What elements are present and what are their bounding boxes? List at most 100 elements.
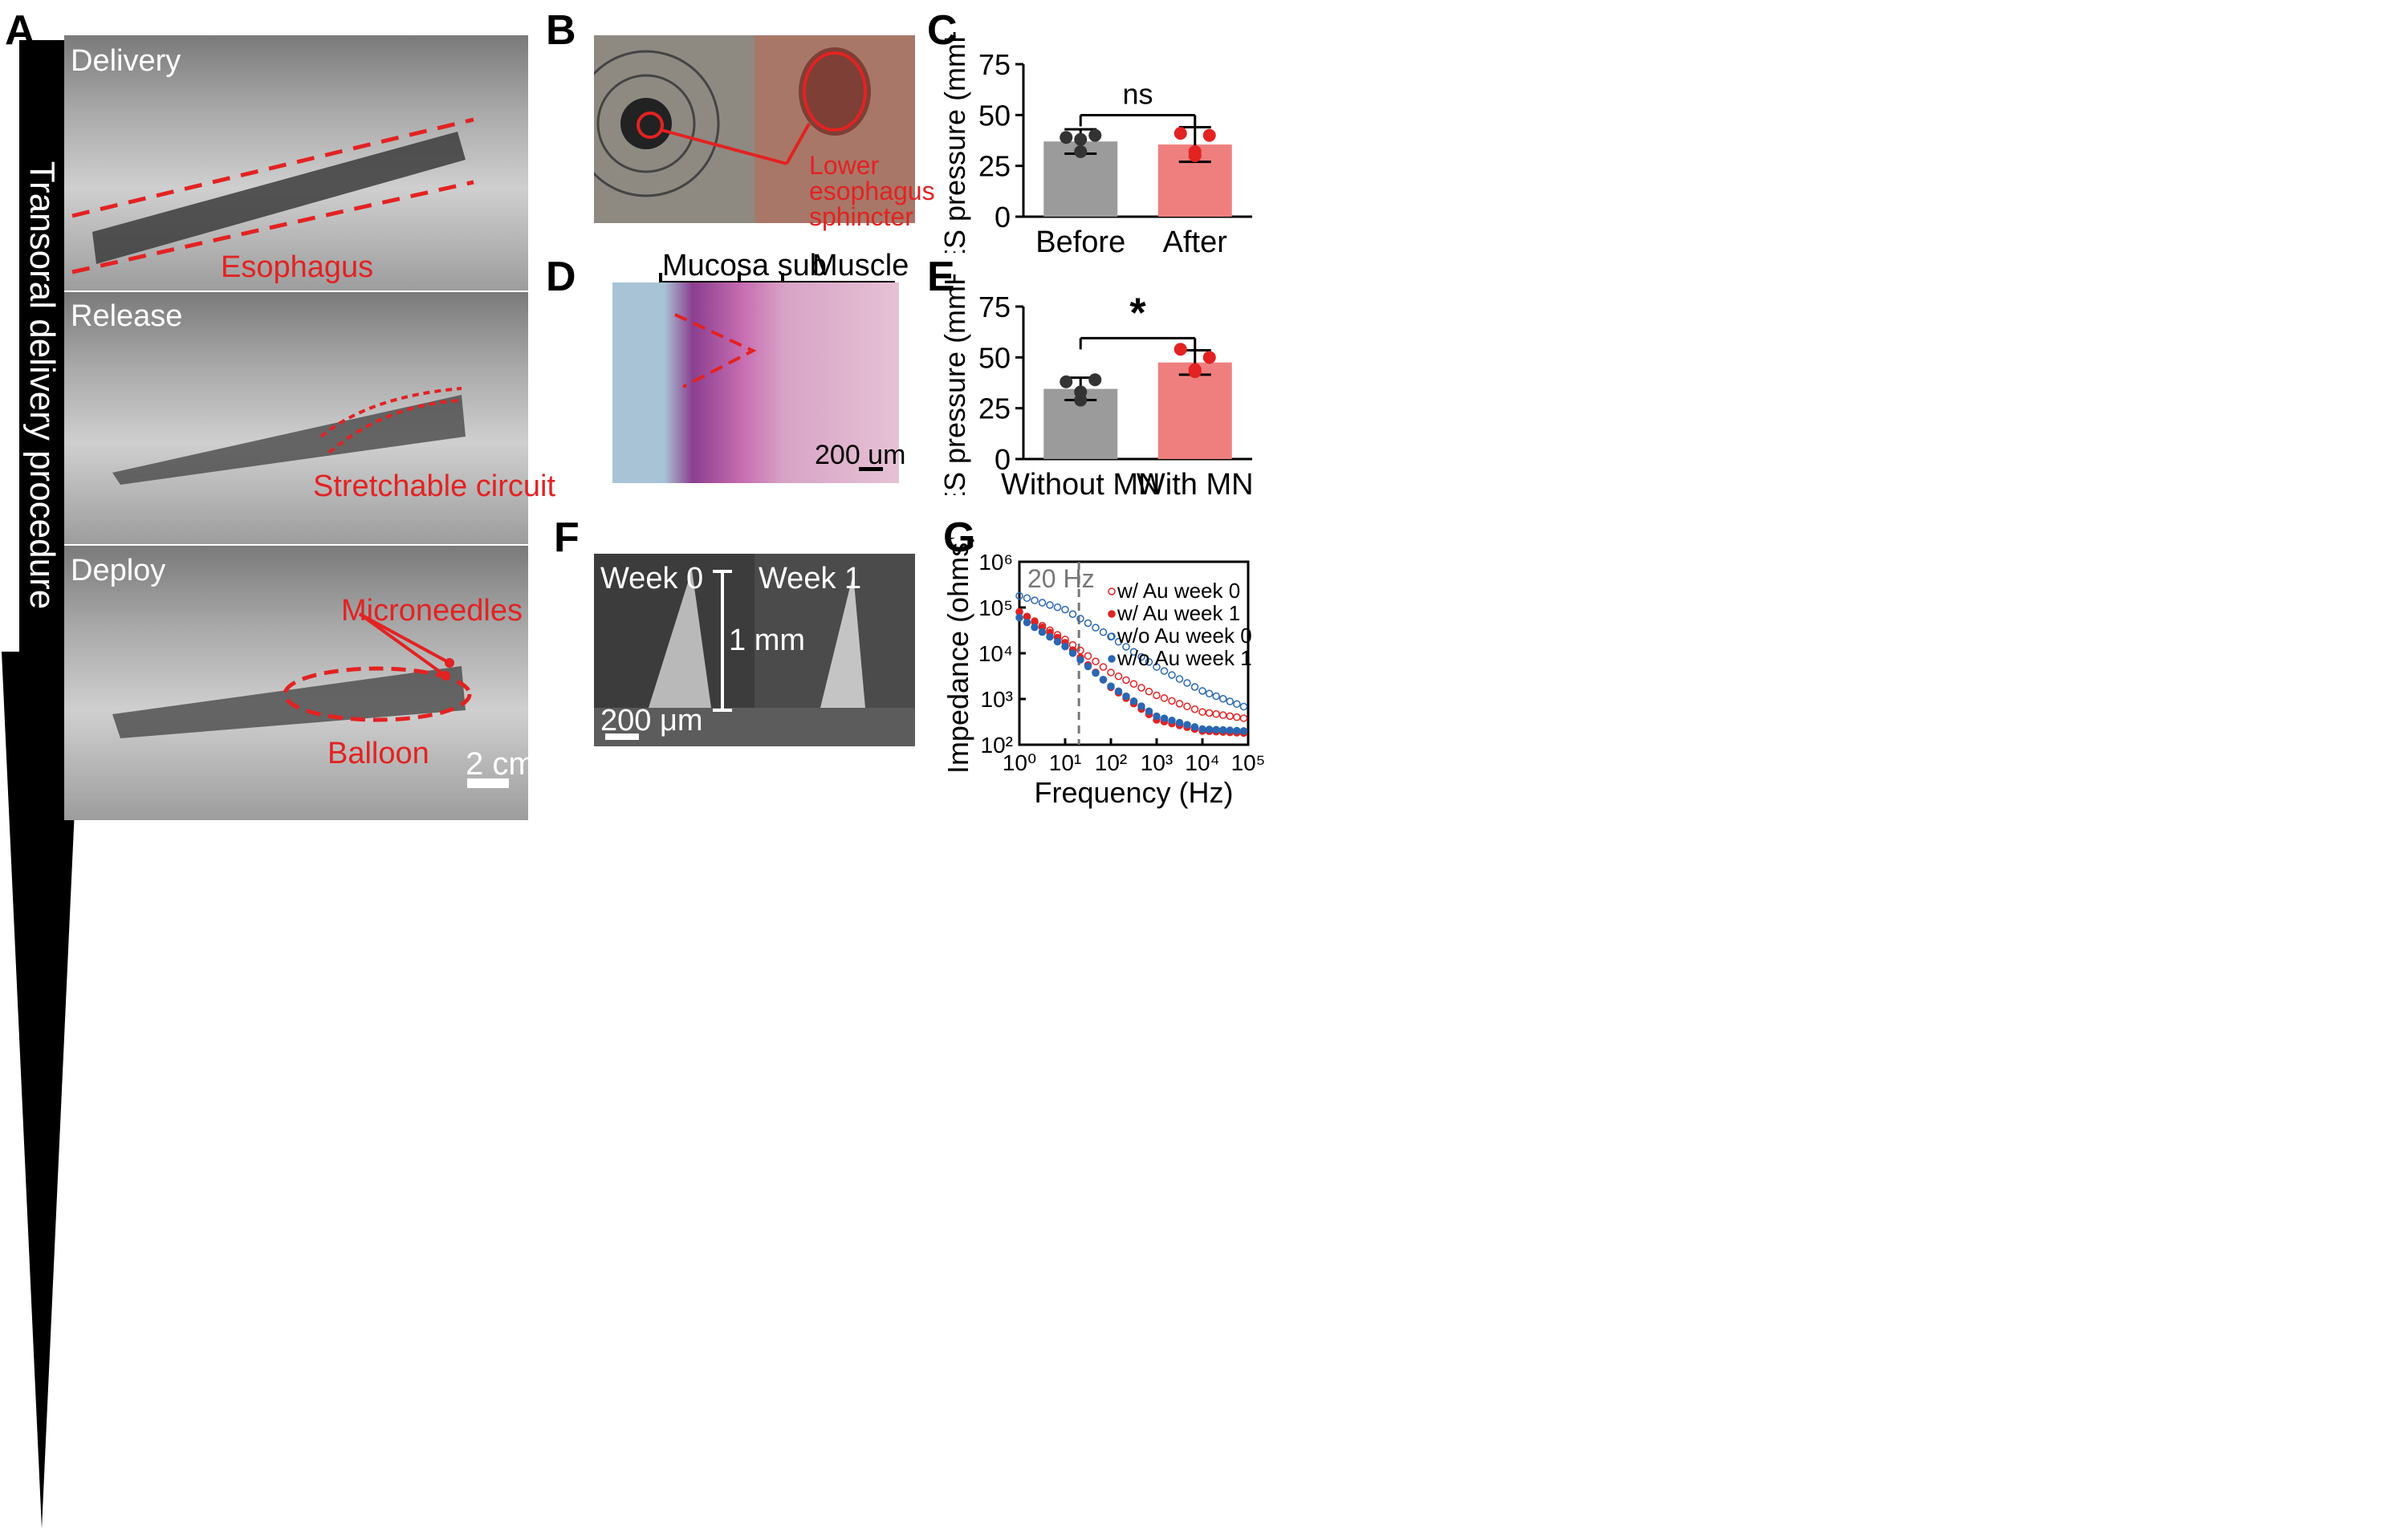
series-point xyxy=(1122,676,1130,685)
panel-letter-e: E xyxy=(927,254,955,300)
y-axis-label: LES pressure (mmHg) xyxy=(938,274,971,495)
series-point xyxy=(1218,725,1227,734)
x-tick-label: 10⁰ xyxy=(1003,750,1036,775)
series-point xyxy=(1068,610,1077,618)
panel-letter-b: B xyxy=(546,7,576,54)
histology-image xyxy=(612,282,899,483)
series-point xyxy=(1114,687,1123,696)
sem-microneedle-image xyxy=(594,554,915,746)
series-point xyxy=(1160,694,1169,702)
week1-label: Week 1 xyxy=(759,562,862,595)
x-tick-label: 10³ xyxy=(1141,750,1173,775)
series-point xyxy=(1239,714,1248,722)
series-point xyxy=(1205,689,1214,697)
series-point xyxy=(1160,667,1169,675)
series-point xyxy=(1145,687,1153,696)
x-axis-label: Frequency (Hz) xyxy=(1034,776,1233,809)
series-point xyxy=(1046,601,1054,609)
series-point xyxy=(1183,679,1191,687)
series-point xyxy=(1168,697,1176,705)
series-point xyxy=(1084,662,1092,671)
data-point xyxy=(1074,132,1088,146)
series-point xyxy=(1023,594,1031,603)
y-tick-label: 10² xyxy=(981,733,1013,758)
series-point xyxy=(1198,687,1206,695)
data-point xyxy=(1088,373,1102,387)
series-point xyxy=(1023,618,1031,627)
legend-label: w/ Au week 0 xyxy=(1117,579,1240,603)
y-tick-label: 10⁴ xyxy=(978,641,1013,666)
series-point xyxy=(1122,643,1130,651)
esophagus-label: Esophagus xyxy=(221,250,374,284)
legend-marker xyxy=(1108,587,1116,595)
lower-esophagus-sphincter-label: Lower esophagus sphincter xyxy=(809,151,935,231)
y-tick-label: 0 xyxy=(995,443,1011,476)
data-point xyxy=(1173,343,1187,356)
series-point xyxy=(1175,675,1184,683)
series-point xyxy=(1145,658,1153,666)
series-point xyxy=(1212,692,1220,701)
series-point xyxy=(1239,702,1248,711)
muscle-label: Muscle xyxy=(812,249,909,282)
series-point xyxy=(1175,700,1184,708)
microneedles-label: Microneedles xyxy=(341,594,523,628)
series-point xyxy=(1183,721,1191,729)
panel-letter-g: G xyxy=(943,514,976,561)
x-tick-label: 10⁵ xyxy=(1231,750,1266,775)
series-point xyxy=(1190,723,1199,731)
series-point xyxy=(1218,711,1227,719)
x-tick-label: Without MN xyxy=(1001,468,1160,495)
series-point xyxy=(1038,599,1047,607)
mucosa-sub-label: Mucosa sub xyxy=(662,249,827,282)
arrow-caption: Transoral delivery procedure xyxy=(22,161,62,610)
y-tick-label: 10⁵ xyxy=(978,595,1013,620)
series-point xyxy=(1061,605,1069,614)
series-point xyxy=(1153,712,1161,721)
data-point xyxy=(1188,144,1202,158)
series-point xyxy=(1160,714,1169,722)
series-point xyxy=(1239,727,1248,735)
y-axis-label: Impedance (ohms) xyxy=(947,538,974,774)
series-point xyxy=(1233,700,1241,709)
significance-label: ns xyxy=(1122,77,1153,110)
series-point xyxy=(1092,657,1100,665)
series-point xyxy=(1137,684,1145,692)
series-point xyxy=(1053,603,1062,612)
series-point xyxy=(1205,725,1214,733)
transoral-delivery-arrow xyxy=(2,40,82,1529)
chart-g-impedance: 10⁰ 10¹ 10² 10³ 10⁴ 10⁵ 10² 10³ 10⁴ 10⁵ 10⁶ Frequen… xyxy=(947,538,1266,809)
series-point xyxy=(1205,709,1214,717)
y-tick-label: 10³ xyxy=(981,687,1013,712)
series-point xyxy=(1153,663,1161,671)
series-point xyxy=(1212,725,1220,734)
histology-scale-bar xyxy=(859,467,883,471)
endoscopic-stent-image xyxy=(594,35,915,223)
series-point xyxy=(1046,632,1054,641)
series-point xyxy=(1168,717,1176,725)
xray-deploy-image xyxy=(64,546,528,820)
height-label: 1 mm xyxy=(729,624,805,657)
y-tick-label: 75 xyxy=(978,291,1011,323)
series-point xyxy=(1076,615,1084,623)
legend-marker xyxy=(1108,655,1116,663)
series-point xyxy=(1015,591,1023,600)
y-tick-label: 50 xyxy=(978,99,1011,132)
series-point xyxy=(1099,676,1108,684)
series-point xyxy=(1129,680,1138,688)
x-tick-label: 10⁴ xyxy=(1185,750,1219,775)
sem-scale-bar-label: 200 μm xyxy=(600,704,703,738)
series-point xyxy=(1099,628,1108,636)
series-point xyxy=(1198,725,1206,733)
series-point xyxy=(1137,702,1145,710)
series-point xyxy=(1092,624,1100,632)
legend-label: w/o Au week 1 xyxy=(1117,646,1252,670)
series-point xyxy=(1084,652,1092,660)
series-point xyxy=(1226,697,1235,705)
series-point xyxy=(1114,637,1123,646)
series-point xyxy=(1107,668,1115,677)
series-point xyxy=(1076,656,1084,664)
series-point xyxy=(1190,705,1199,713)
series-point xyxy=(1212,710,1220,718)
series-point xyxy=(1129,648,1138,656)
